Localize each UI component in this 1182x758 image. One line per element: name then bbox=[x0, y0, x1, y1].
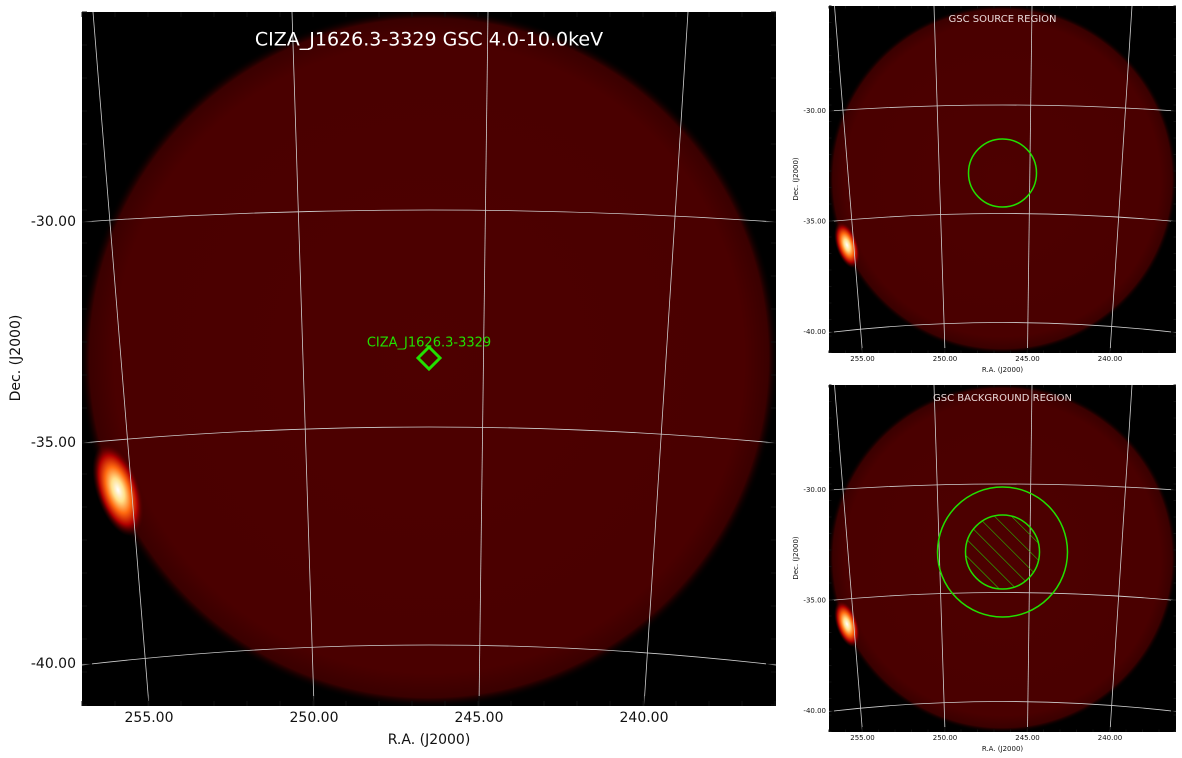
bright-source bbox=[92, 443, 144, 537]
ra-grid-line bbox=[478, 12, 489, 706]
ra-grid-line bbox=[834, 385, 863, 732]
ra-grid-line bbox=[1109, 385, 1133, 732]
dec-grid-line bbox=[829, 592, 1176, 601]
y-tick-label: -30.00 bbox=[803, 486, 826, 494]
bright-source bbox=[834, 221, 860, 269]
dec-grid-line bbox=[82, 209, 776, 223]
dec-grid-line bbox=[82, 426, 776, 444]
background-excluded bbox=[964, 514, 1041, 590]
y-axis-label: Dec. (J2000) bbox=[792, 536, 800, 580]
sky-image bbox=[829, 6, 1176, 353]
x-tick-label: 240.00 bbox=[1098, 355, 1123, 363]
x-axis-label: R.A. (J2000) bbox=[982, 366, 1024, 374]
dec-grid-line bbox=[829, 701, 1176, 712]
y-axis-label: Dec. (J2000) bbox=[792, 157, 800, 201]
source-region bbox=[967, 138, 1038, 208]
sky-panel: 255.00 250.00 245.00 240.00 -30.00 -35.00 -40.… bbox=[792, 5, 1176, 374]
y-tick-label: -30.00 bbox=[31, 214, 76, 230]
y-tick-label: -35.00 bbox=[31, 435, 76, 451]
x-tick-label: 240.00 bbox=[620, 710, 669, 726]
x-tick-label: 245.00 bbox=[1015, 734, 1040, 742]
dec-grid-line bbox=[829, 104, 1176, 112]
exposure-disc bbox=[82, 12, 776, 706]
x-tick-label: 240.00 bbox=[1098, 734, 1123, 742]
x-tick-label: 245.00 bbox=[455, 710, 504, 726]
dec-grid-line bbox=[829, 483, 1176, 491]
background-outer bbox=[936, 486, 1069, 618]
sky-image bbox=[82, 12, 776, 706]
bright-source bbox=[834, 600, 860, 648]
y-tick-label: -30.00 bbox=[803, 107, 826, 115]
sky-panel: 255.00 250.00 245.00 240.00 -30.00 -35.00 -40.… bbox=[792, 384, 1176, 753]
source-label: CIZA_J1626.3-3329 bbox=[367, 336, 491, 351]
source-marker bbox=[415, 344, 443, 372]
dec-grid-line bbox=[829, 322, 1176, 333]
ra-grid-line bbox=[834, 6, 863, 353]
x-tick-label: 255.00 bbox=[850, 734, 875, 742]
exposure-disc bbox=[829, 6, 1176, 353]
y-tick-label: -35.00 bbox=[803, 218, 826, 226]
x-tick-label: 245.00 bbox=[1015, 355, 1040, 363]
y-tick-label: -40.00 bbox=[803, 707, 826, 715]
x-tick-label: 250.00 bbox=[933, 355, 958, 363]
ra-grid-line bbox=[291, 12, 315, 706]
panel-title: GSC SOURCE REGION bbox=[948, 14, 1056, 25]
ra-grid-line bbox=[643, 12, 689, 706]
ra-grid-line bbox=[1109, 6, 1133, 353]
ra-grid-line bbox=[933, 385, 946, 732]
panel-title: GSC BACKGROUND REGION bbox=[933, 393, 1072, 404]
y-axis-label: Dec. (J2000) bbox=[8, 315, 24, 402]
ra-grid-line bbox=[1027, 6, 1033, 353]
x-axis-label: R.A. (J2000) bbox=[388, 732, 471, 748]
sky-panel: 255.00 250.00 245.00 240.00 -30.00 -35.00 -40.… bbox=[8, 11, 776, 748]
y-tick-label: -40.00 bbox=[803, 328, 826, 336]
panel-title: CIZA_J1626.3-3329 GSC 4.0-10.0keV bbox=[255, 29, 603, 51]
x-tick-label: 250.00 bbox=[290, 710, 339, 726]
x-tick-label: 255.00 bbox=[850, 355, 875, 363]
dec-grid-line bbox=[829, 213, 1176, 222]
x-axis-label: R.A. (J2000) bbox=[982, 745, 1024, 753]
ra-grid-line bbox=[933, 6, 946, 353]
sky-image bbox=[829, 385, 1176, 732]
x-tick-label: 250.00 bbox=[933, 734, 958, 742]
dec-grid-line bbox=[82, 644, 776, 666]
x-tick-label: 255.00 bbox=[125, 710, 174, 726]
y-tick-label: -40.00 bbox=[31, 656, 76, 672]
y-tick-label: -35.00 bbox=[803, 597, 826, 605]
ra-grid-line bbox=[92, 12, 150, 706]
